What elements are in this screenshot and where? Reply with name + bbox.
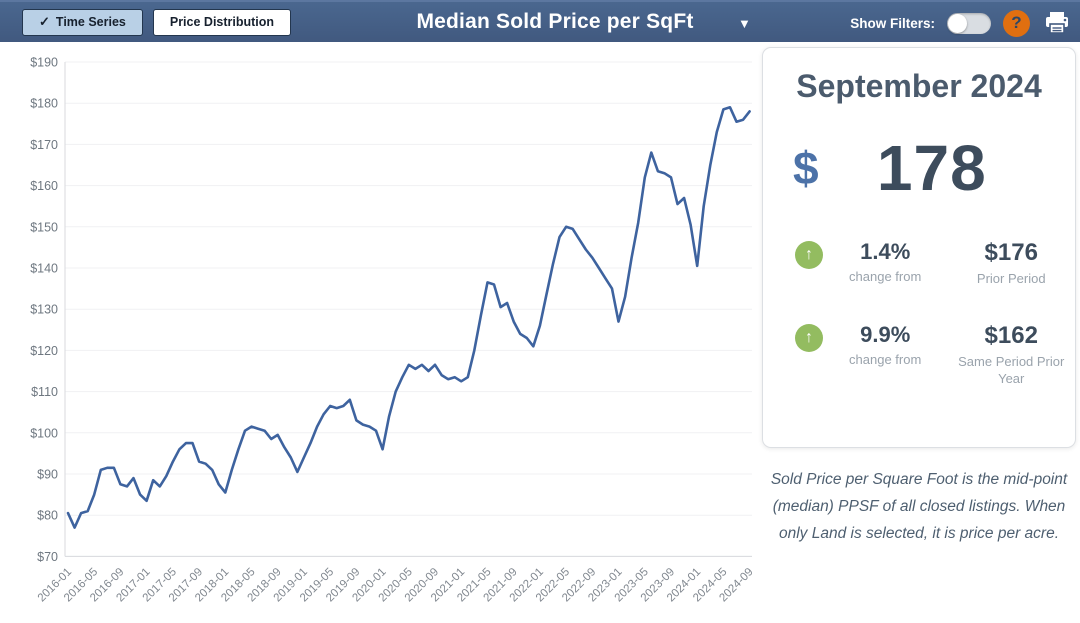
summary-card: September 2024 $ 178 ↑ 1.4% change from … (762, 47, 1076, 448)
timeseries-chart[interactable]: $190 $180 $170 $160 $150 $140 $130 $120 $110 $100… (0, 42, 758, 623)
stat-row-prior-year: ↑ 9.9% change from $162 Same Period Prio… (763, 322, 1075, 388)
tab-time-series-label: Time Series (55, 15, 126, 29)
pct-change-prior-year: 9.9% (860, 321, 911, 347)
svg-text:$70: $70 (37, 550, 58, 564)
metric-definition-note: Sold Price per Square Foot is the mid-po… (770, 471, 1068, 543)
svg-text:$150: $150 (30, 220, 58, 234)
amount-prior-year-caption: Same Period Prior Year (958, 353, 1065, 387)
chevron-down-icon[interactable]: ▼ (738, 16, 751, 31)
pct-change-prior-caption: change from (849, 269, 922, 284)
print-icon[interactable] (1042, 8, 1072, 38)
toggle-knob (948, 13, 967, 33)
svg-text:$80: $80 (37, 509, 58, 523)
svg-text:$180: $180 (30, 97, 58, 111)
page-title-wrap: Median Sold Price per SqFt (355, 10, 755, 34)
svg-text:$140: $140 (30, 262, 58, 276)
svg-text:$110: $110 (31, 385, 58, 399)
tab-price-distribution-label: Price Distribution (169, 15, 275, 29)
svg-text:$90: $90 (37, 468, 58, 482)
amount-prior-caption: Prior Period (976, 271, 1046, 286)
up-arrow-icon: ↑ (795, 241, 823, 269)
summary-period: September 2024 (796, 68, 1042, 104)
pct-change-prior: 1.4% (860, 239, 911, 264)
tab-time-series[interactable]: ✓ Time Series (22, 8, 143, 36)
svg-text:$170: $170 (30, 138, 58, 152)
pct-change-prior-year-caption: change from (849, 351, 922, 367)
svg-text:$130: $130 (30, 303, 58, 317)
svg-text:$120: $120 (30, 344, 58, 358)
help-icon[interactable]: ? (1003, 9, 1030, 37)
page-title: Median Sold Price per SqFt (416, 10, 694, 33)
svg-text:$190: $190 (30, 56, 58, 70)
svg-text:$100: $100 (30, 426, 58, 440)
dollar-sign: $ (793, 142, 819, 194)
tab-price-distribution[interactable]: Price Distribution (152, 8, 292, 36)
amount-prior-year: $162 (984, 321, 1038, 349)
check-icon: ✓ (39, 14, 50, 29)
show-filters-toggle[interactable] (947, 12, 991, 34)
summary-value: 178 (876, 132, 987, 204)
up-arrow-icon: ↑ (795, 323, 823, 352)
stat-row-prior-period: ↑ 1.4% change from $176 Prior Period (763, 239, 1075, 288)
svg-text:$160: $160 (30, 179, 58, 193)
header-bar: ✓ Time Series Price Distribution Median … (0, 0, 1080, 42)
amount-prior: $176 (984, 239, 1038, 266)
show-filters-label: Show Filters: (850, 15, 935, 31)
